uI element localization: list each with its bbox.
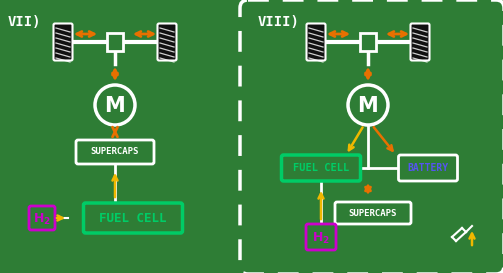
FancyBboxPatch shape — [282, 155, 361, 181]
Text: BATTERY: BATTERY — [407, 163, 449, 173]
Text: M: M — [358, 96, 378, 116]
Text: SUPERCAPS: SUPERCAPS — [91, 147, 139, 156]
FancyBboxPatch shape — [107, 33, 123, 51]
FancyBboxPatch shape — [76, 140, 154, 164]
FancyBboxPatch shape — [157, 23, 177, 61]
Text: FUEL CELL: FUEL CELL — [99, 212, 167, 224]
FancyBboxPatch shape — [29, 206, 55, 230]
FancyBboxPatch shape — [335, 202, 411, 224]
Text: VIII): VIII) — [258, 15, 300, 29]
FancyBboxPatch shape — [306, 224, 336, 250]
Text: FUEL CELL: FUEL CELL — [293, 163, 349, 173]
FancyBboxPatch shape — [360, 33, 376, 51]
FancyBboxPatch shape — [398, 155, 458, 181]
FancyBboxPatch shape — [306, 23, 325, 61]
Text: VII): VII) — [8, 15, 42, 29]
Text: SUPERCAPS: SUPERCAPS — [349, 209, 397, 218]
FancyBboxPatch shape — [83, 203, 183, 233]
Text: $\mathregular{H_2}$: $\mathregular{H_2}$ — [312, 230, 330, 245]
Text: M: M — [105, 96, 125, 116]
Text: $\mathregular{H_2}$: $\mathregular{H_2}$ — [33, 212, 51, 227]
Circle shape — [348, 85, 388, 125]
FancyBboxPatch shape — [53, 23, 72, 61]
Circle shape — [95, 85, 135, 125]
FancyBboxPatch shape — [410, 23, 430, 61]
